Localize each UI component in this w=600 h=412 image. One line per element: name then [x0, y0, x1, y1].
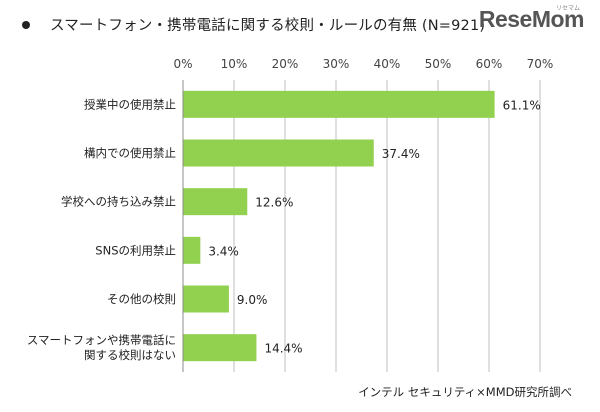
- value-label-0: 61.1%: [503, 98, 541, 112]
- value-label-2: 12.6%: [255, 196, 293, 210]
- bullet-icon: [22, 20, 30, 29]
- value-label-1: 37.4%: [382, 147, 420, 161]
- category-label-1: 構内での使用禁止: [84, 146, 176, 160]
- x-tick-label-20: 20%: [272, 57, 299, 71]
- value-label-3: 3.4%: [208, 244, 239, 258]
- category-label-5-line-1: 関する校則はない: [84, 348, 176, 362]
- value-label-5: 14.4%: [264, 342, 302, 356]
- logo-ruby: リセマム: [555, 5, 580, 12]
- x-tick-label-70: 70%: [527, 57, 554, 71]
- category-label-4: その他の校則: [107, 292, 176, 306]
- chart-title: スマートフォン・携帯電話に関する校則・ルールの有無 (N=921): [50, 18, 486, 34]
- x-tick-label-60: 60%: [476, 57, 503, 71]
- category-label-3: SNSの利用禁止: [95, 243, 176, 257]
- x-tick-label-30: 30%: [323, 57, 350, 71]
- value-label-4: 9.0%: [237, 293, 268, 307]
- x-tick-label-10: 10%: [221, 57, 248, 71]
- category-label-0: 授業中の使用禁止: [84, 97, 176, 111]
- source-note: インテル セキュリティ×MMD研究所調べ: [358, 385, 572, 399]
- category-label-2: 学校への持ち込み禁止: [61, 195, 176, 209]
- x-tick-label-50: 50%: [425, 57, 452, 71]
- x-tick-label-0: 0%: [173, 57, 192, 71]
- bar-5: [183, 334, 257, 362]
- bar-1: [183, 139, 374, 167]
- bar-4: [183, 285, 229, 313]
- bar-3: [183, 236, 201, 264]
- x-tick-label-40: 40%: [374, 57, 401, 71]
- bar-0: [183, 90, 495, 118]
- category-label-5-line-0: スマートフォンや携帯電話に: [27, 333, 176, 347]
- bar-2: [183, 188, 248, 216]
- chart-title-row: スマートフォン・携帯電話に関する校則・ルールの有無 (N=921): [22, 14, 485, 35]
- resemom-logo: ReseMom: [478, 6, 585, 32]
